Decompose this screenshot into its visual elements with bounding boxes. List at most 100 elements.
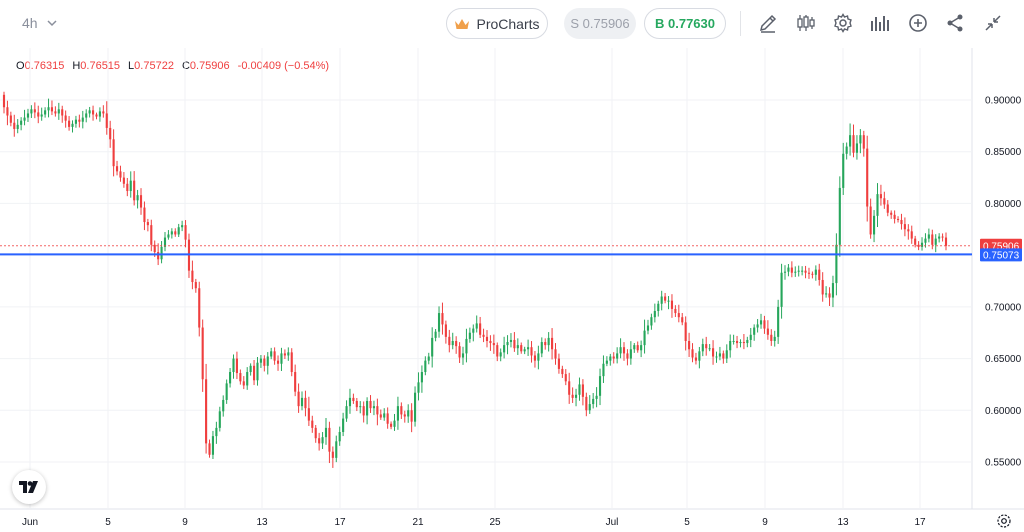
- candle-body: [725, 350, 728, 359]
- candle-body: [451, 340, 454, 346]
- gear-icon[interactable]: [832, 12, 854, 34]
- bars-icon[interactable]: [869, 12, 891, 34]
- candle-body: [513, 339, 516, 349]
- candle-body: [855, 143, 859, 153]
- candle-body: [441, 313, 444, 325]
- candle-body: [403, 414, 406, 417]
- candle-body: [729, 340, 732, 351]
- candle-body: [797, 270, 800, 272]
- y-tick-label: 0.60000: [985, 406, 1022, 417]
- candle-body: [547, 337, 550, 346]
- candle-body: [307, 408, 310, 421]
- candle-body: [88, 110, 91, 114]
- candle-body: [629, 349, 632, 359]
- candle-body: [133, 180, 136, 201]
- candle-body: [701, 344, 704, 352]
- candle-body: [794, 271, 797, 273]
- candle-body: [807, 272, 811, 274]
- candle-body: [91, 110, 95, 115]
- candle-body: [109, 127, 112, 140]
- y-tick-label: 0.85000: [985, 147, 1022, 158]
- candle-body: [869, 206, 872, 235]
- candle-body: [533, 355, 537, 361]
- candle-body: [331, 451, 334, 458]
- interval-selector[interactable]: 4h: [22, 15, 58, 31]
- candle-body: [722, 353, 725, 359]
- candle-body: [842, 153, 845, 188]
- candle-body: [787, 267, 790, 272]
- candle-body: [482, 334, 485, 337]
- candles-icon[interactable]: [795, 12, 817, 34]
- candle-body: [318, 438, 321, 444]
- candle-body: [379, 414, 382, 418]
- tradingview-logo[interactable]: [12, 470, 46, 504]
- candle-body: [252, 365, 256, 381]
- candle-body: [424, 360, 427, 373]
- candle-body: [907, 229, 910, 232]
- collapse-icon[interactable]: [982, 12, 1004, 34]
- candle-body: [544, 342, 547, 346]
- candle-body: [801, 270, 804, 272]
- candle-body: [636, 345, 639, 351]
- candle-body: [410, 410, 413, 422]
- candle-body: [290, 352, 293, 373]
- candle-body: [927, 234, 930, 239]
- price-chart[interactable]: 0.550000.600000.650000.700000.750000.800…: [0, 48, 1024, 532]
- candle-body: [917, 244, 920, 247]
- candle-body: [554, 349, 557, 359]
- candle-body: [903, 224, 906, 230]
- candle-body: [81, 117, 84, 122]
- share-icon[interactable]: [944, 12, 966, 34]
- candle-body: [85, 113, 88, 118]
- procharts-button[interactable]: ProCharts: [446, 8, 548, 39]
- candle-body: [294, 372, 297, 392]
- candle-body: [455, 340, 458, 347]
- candle-body: [825, 293, 828, 295]
- candle-body: [458, 346, 461, 358]
- candle-body: [115, 166, 119, 172]
- candle-body: [468, 332, 471, 339]
- candle-body: [900, 219, 903, 225]
- x-tick-label: 5: [105, 517, 111, 528]
- low-value: 0.75722: [134, 60, 174, 72]
- candle-body: [766, 328, 769, 335]
- candle-body: [417, 382, 420, 393]
- candle-body: [181, 225, 184, 228]
- candle-body: [633, 345, 636, 350]
- candle-body: [893, 214, 896, 219]
- candle-body: [619, 347, 622, 354]
- candle-body: [208, 443, 211, 455]
- candle-body: [516, 345, 519, 349]
- candle-body: [270, 351, 273, 357]
- candle-body: [879, 194, 882, 199]
- buy-button[interactable]: B 0.77630: [644, 8, 726, 39]
- candle-body: [170, 231, 173, 235]
- candle-body: [280, 353, 283, 364]
- candle-body: [588, 404, 591, 411]
- candle-body: [102, 111, 105, 114]
- candle-body: [643, 330, 646, 346]
- candle-body: [95, 114, 98, 117]
- candle-body: [934, 238, 937, 245]
- candle-body: [239, 373, 242, 382]
- candle-body: [472, 328, 475, 333]
- candle-body: [105, 113, 108, 128]
- candle-body: [256, 362, 259, 381]
- candle-body: [849, 135, 852, 147]
- candle-body: [773, 336, 776, 341]
- axis-settings-icon[interactable]: [996, 513, 1012, 529]
- candle-body: [30, 109, 33, 114]
- candle-body: [191, 270, 194, 283]
- candle-body: [622, 347, 626, 354]
- plus-circle-icon[interactable]: [907, 12, 929, 34]
- candle-body: [873, 215, 876, 235]
- candle-body: [57, 109, 60, 114]
- candle-body: [506, 342, 509, 346]
- candle-body: [324, 427, 328, 438]
- candle-body: [122, 177, 125, 184]
- candle-body: [739, 342, 742, 344]
- pen-icon[interactable]: [757, 12, 779, 34]
- sell-button[interactable]: S 0.75906: [564, 8, 636, 39]
- candle-body: [931, 234, 934, 245]
- candle-body: [763, 320, 766, 329]
